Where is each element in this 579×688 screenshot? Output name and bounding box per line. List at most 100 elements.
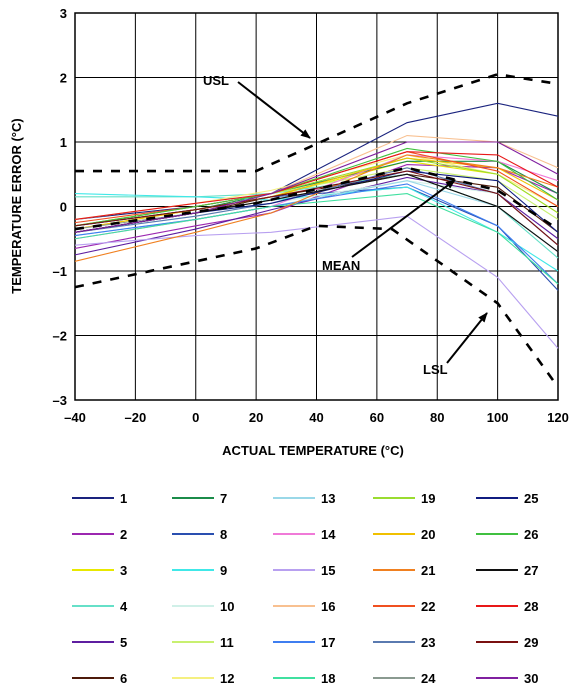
legend-item-22: 22: [373, 599, 435, 614]
legend-item-8: 8: [172, 527, 227, 542]
legend-item-27: 27: [476, 563, 538, 578]
legend-label: 13: [321, 491, 335, 506]
legend-item-14: 14: [273, 527, 336, 542]
x-tick-label: 80: [430, 410, 444, 425]
series-line-2: [74, 164, 559, 249]
legend-label: 15: [321, 563, 335, 578]
legend-item-7: 7: [172, 491, 227, 506]
legend-item-15: 15: [273, 563, 335, 578]
legend-item-3: 3: [72, 563, 127, 578]
legend-label: 21: [421, 563, 435, 578]
legend-item-16: 16: [273, 599, 335, 614]
grid: [74, 12, 559, 401]
legend-item-10: 10: [172, 599, 234, 614]
x-tick-label: –40: [64, 410, 86, 425]
annotations: USL MEAN LSL: [203, 73, 488, 377]
legend-label: 1: [120, 491, 127, 506]
lsl-curve: [74, 224, 560, 388]
legend-item-17: 17: [273, 635, 335, 650]
usl-arrow: [237, 81, 311, 139]
legend-label: 19: [421, 491, 435, 506]
legend-label: 12: [220, 671, 234, 686]
series-line-18: [74, 193, 559, 285]
legend-item-4: 4: [72, 599, 128, 614]
y-tick-label: 2: [60, 71, 67, 86]
legend-label: 16: [321, 599, 335, 614]
legend-label: 26: [524, 527, 538, 542]
mean-annotation: MEAN: [322, 258, 360, 273]
legend-item-20: 20: [373, 527, 435, 542]
series-line-26: [74, 147, 559, 227]
mean-arrow: [351, 179, 456, 258]
x-tick-label: –20: [125, 410, 147, 425]
lsl-arrow: [446, 312, 488, 364]
x-tick-label: 120: [547, 410, 569, 425]
legend-item-1: 1: [72, 491, 127, 506]
x-tick-label: 100: [487, 410, 509, 425]
lsl-annotation: LSL: [423, 362, 448, 377]
y-tick-label: 3: [60, 6, 67, 21]
legend-label: 2: [120, 527, 127, 542]
axis-ticks: –40 –20 0 20 40 60 80 100 120 3 2 1 0 –1 –2 –3: [53, 6, 569, 425]
x-tick-label: 0: [192, 410, 199, 425]
legend-label: 18: [321, 671, 335, 686]
legend-label: 29: [524, 635, 538, 650]
legend-label: 17: [321, 635, 335, 650]
legend-label: 6: [120, 671, 127, 686]
legend-label: 22: [421, 599, 435, 614]
legend-item-5: 5: [72, 635, 127, 650]
y-tick-label: –1: [53, 264, 67, 279]
legend-label: 9: [220, 563, 227, 578]
limit-curves: [74, 72, 560, 388]
legend-item-19: 19: [373, 491, 435, 506]
legend-item-29: 29: [476, 635, 538, 650]
usl-annotation: USL: [203, 73, 229, 88]
legend-item-23: 23: [373, 635, 435, 650]
legend: 1234567891011121314151617181920212223242…: [72, 491, 538, 686]
legend-item-9: 9: [172, 563, 227, 578]
legend-item-18: 18: [273, 671, 335, 686]
y-axis-title: TEMPERATURE ERROR (°C): [9, 118, 24, 293]
x-tick-label: 60: [370, 410, 384, 425]
legend-item-2: 2: [72, 527, 127, 542]
legend-label: 27: [524, 563, 538, 578]
legend-item-24: 24: [373, 671, 436, 686]
legend-label: 30: [524, 671, 538, 686]
legend-label: 10: [220, 599, 234, 614]
series-line-28: [74, 151, 559, 220]
y-tick-label: 1: [60, 135, 67, 150]
legend-label: 4: [120, 599, 128, 614]
x-tick-label: 20: [249, 410, 263, 425]
legend-label: 8: [220, 527, 227, 542]
y-tick-label: 0: [60, 200, 67, 215]
legend-label: 25: [524, 491, 538, 506]
x-tick-label: 40: [309, 410, 323, 425]
x-axis-title: ACTUAL TEMPERATURE (°C): [222, 443, 404, 458]
legend-item-26: 26: [476, 527, 538, 542]
series-line-29: [74, 170, 559, 246]
usl-curve: [75, 72, 559, 173]
legend-label: 20: [421, 527, 435, 542]
legend-item-13: 13: [273, 491, 335, 506]
legend-item-6: 6: [72, 671, 127, 686]
legend-item-25: 25: [476, 491, 538, 506]
legend-item-12: 12: [172, 671, 234, 686]
y-tick-label: –3: [53, 393, 67, 408]
mean-curve: [74, 166, 559, 231]
legend-label: 7: [220, 491, 227, 506]
legend-item-11: 11: [172, 635, 234, 650]
legend-label: 5: [120, 635, 127, 650]
legend-label: 14: [321, 527, 336, 542]
series-lines: [74, 102, 559, 349]
series-line-30: [74, 141, 559, 233]
legend-label: 28: [524, 599, 538, 614]
legend-label: 3: [120, 563, 127, 578]
legend-label: 11: [220, 635, 234, 650]
legend-item-21: 21: [373, 563, 435, 578]
legend-item-28: 28: [476, 599, 538, 614]
y-tick-label: –2: [53, 329, 67, 344]
legend-label: 24: [421, 671, 436, 686]
legend-label: 23: [421, 635, 435, 650]
legend-item-30: 30: [476, 671, 538, 686]
